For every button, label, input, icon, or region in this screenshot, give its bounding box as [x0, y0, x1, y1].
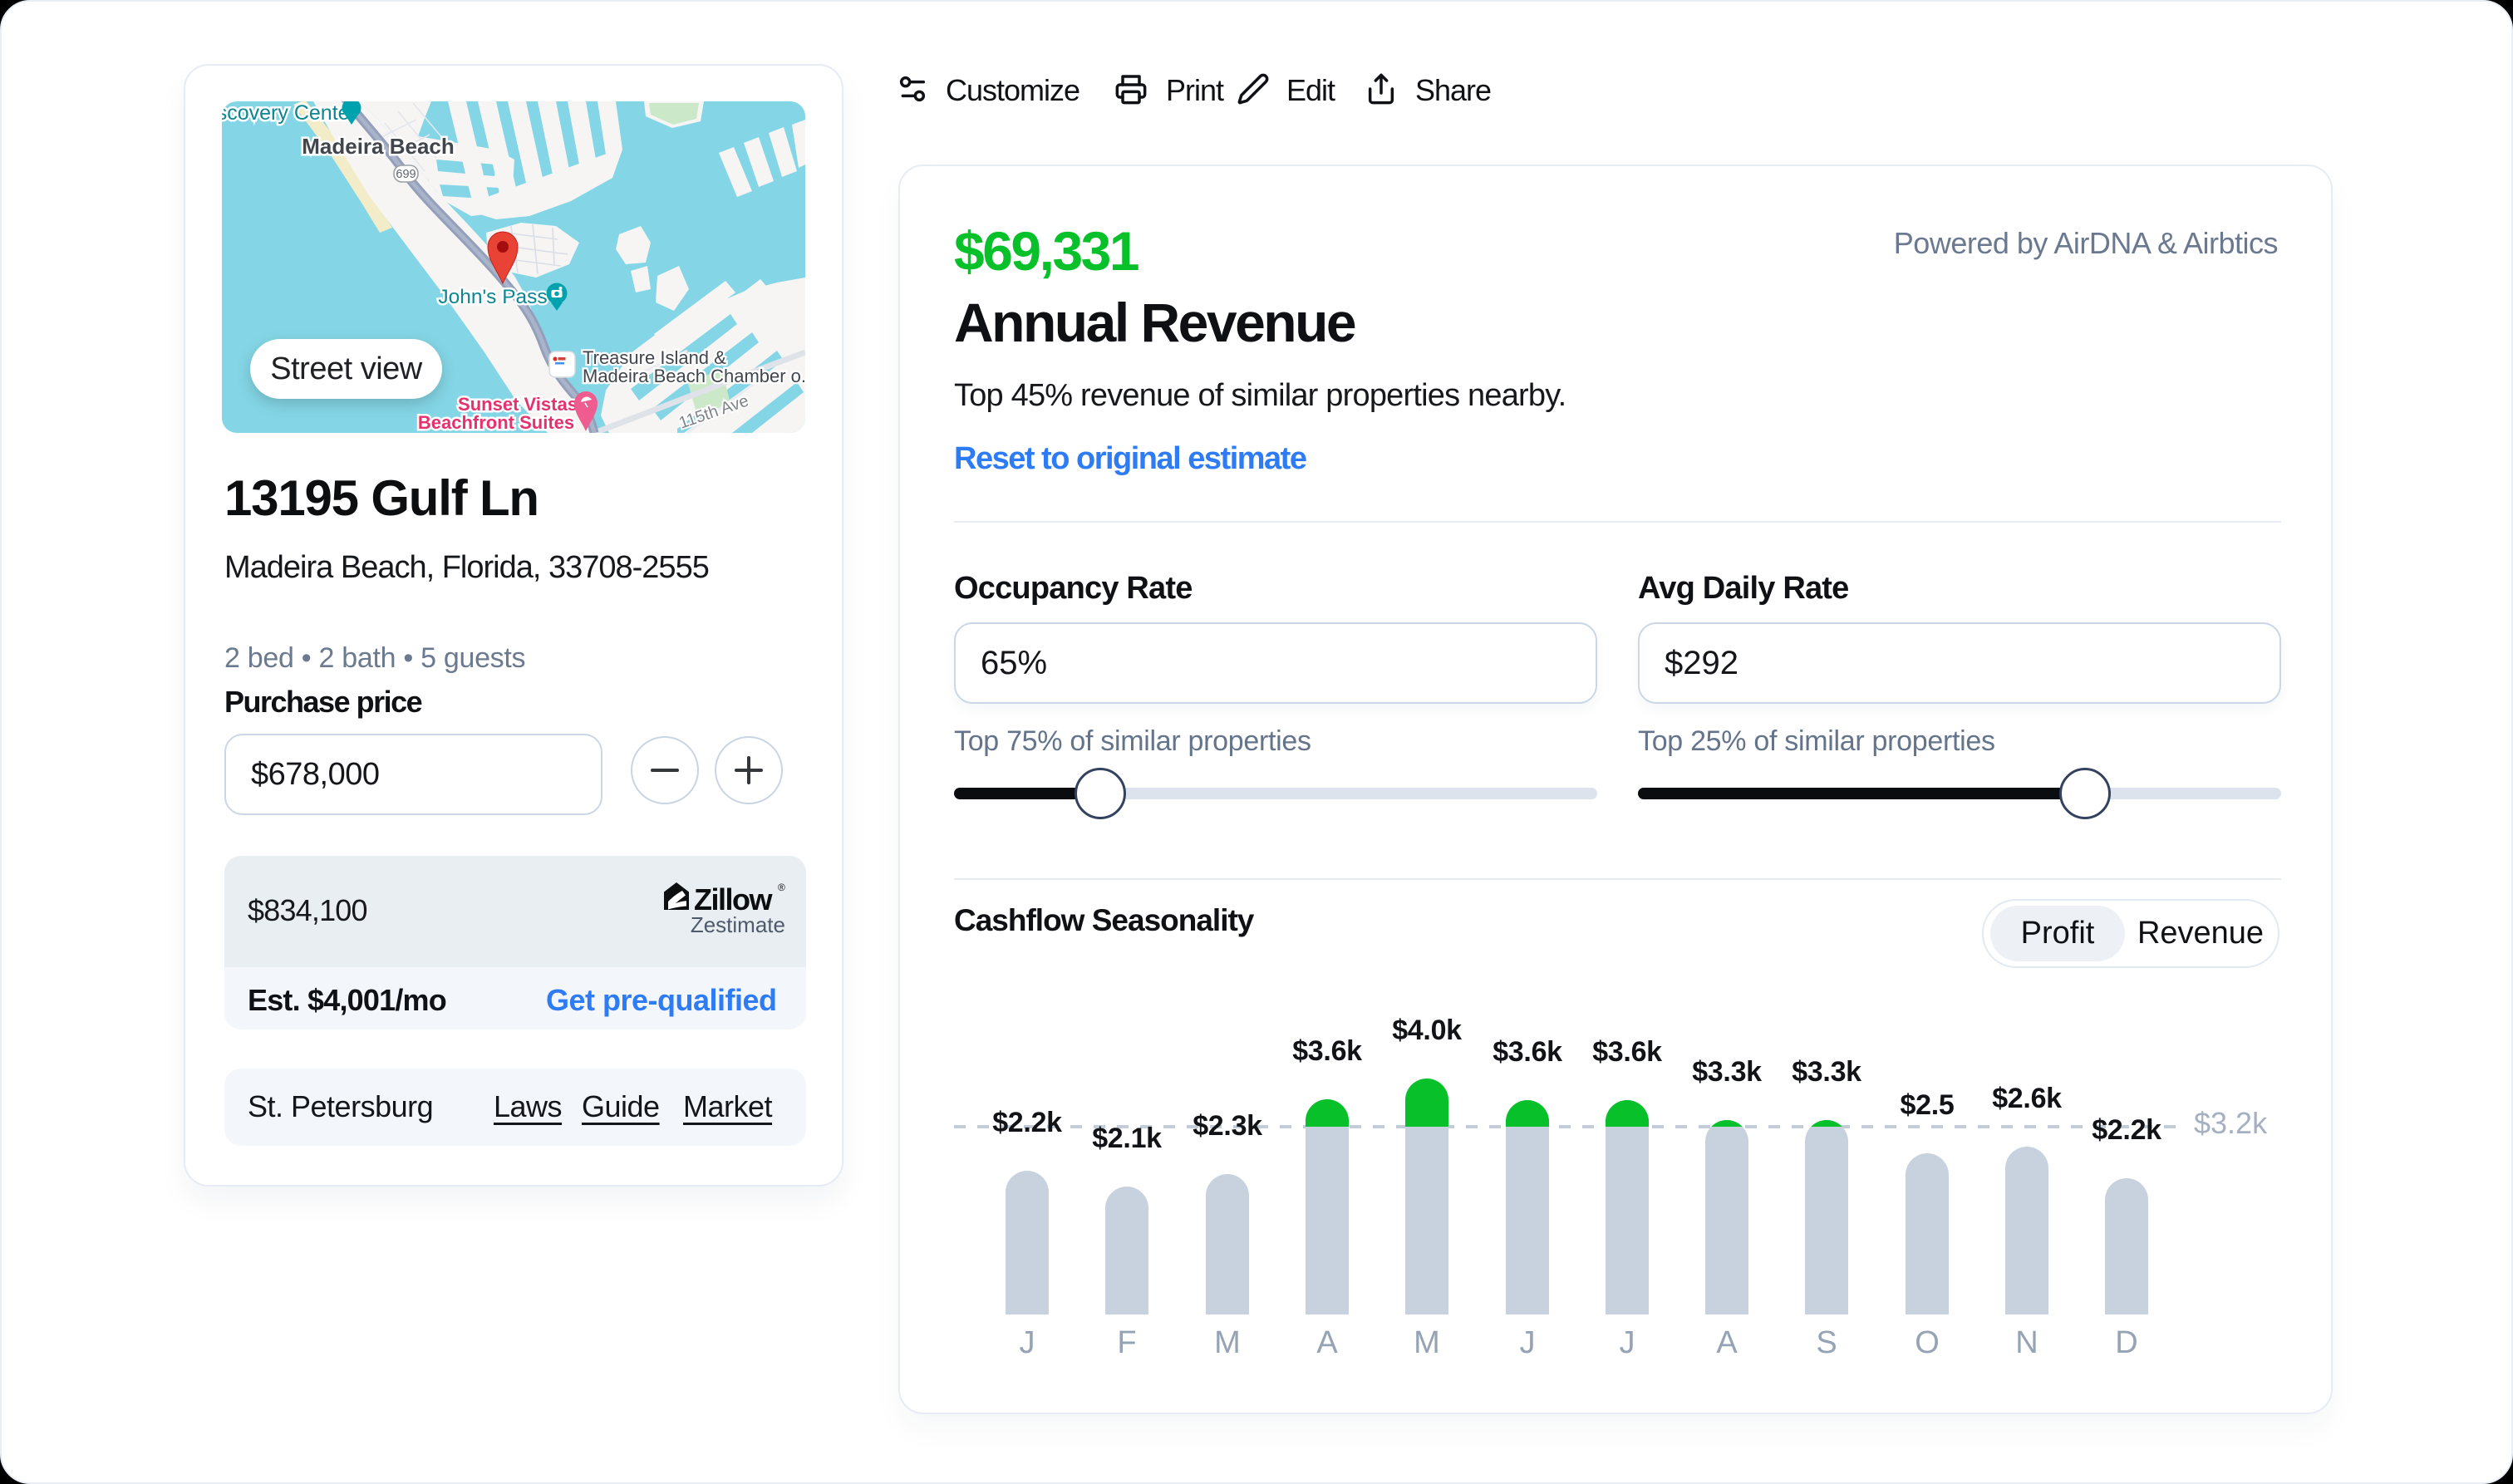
svg-text:Treasure Island &: Treasure Island & [583, 347, 726, 368]
svg-text:®: ® [778, 882, 785, 893]
svg-text:Discovery Center: Discovery Center [222, 101, 357, 125]
svg-text:Sunset Vistas: Sunset Vistas [458, 394, 578, 415]
svg-text:Zestimate: Zestimate [691, 912, 785, 937]
svg-text:699: 699 [396, 168, 416, 181]
svg-text:Zillow: Zillow [694, 882, 773, 916]
svg-text:Madeira Beach: Madeira Beach [302, 134, 455, 159]
svg-text:John's Pass: John's Pass [438, 286, 547, 308]
svg-text:Beachfront Suites: Beachfront Suites [418, 412, 574, 433]
svg-text:Madeira Beach Chamber o...: Madeira Beach Chamber o... [583, 366, 805, 386]
